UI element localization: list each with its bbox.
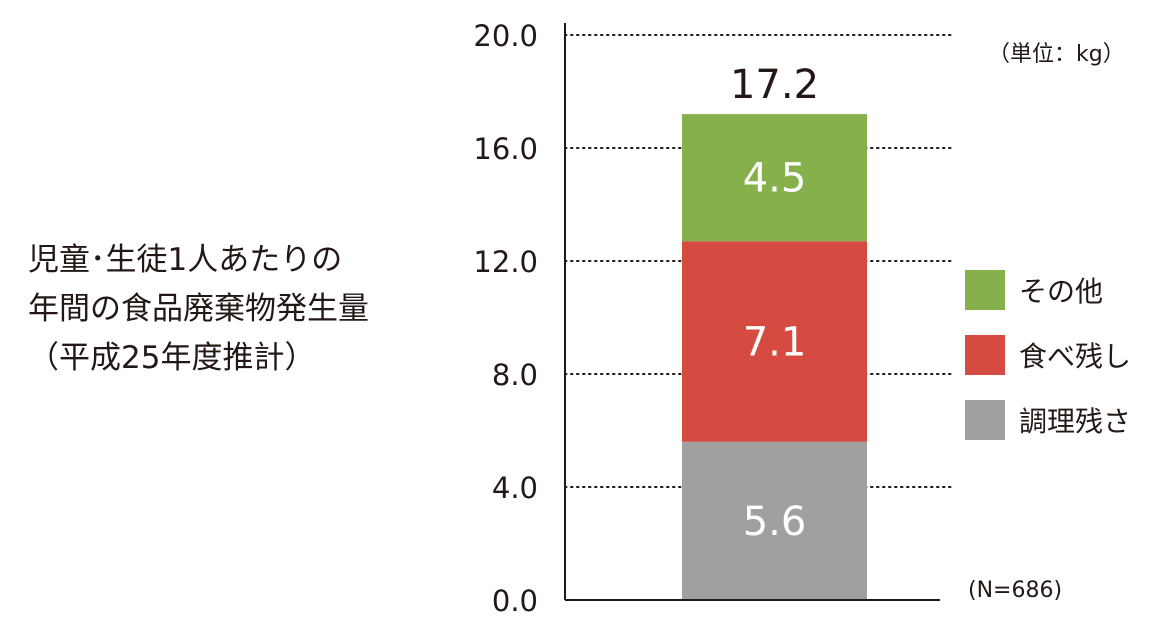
- legend-swatch: [965, 400, 1005, 440]
- legend-item: その他: [965, 270, 1131, 310]
- legend-swatch: [965, 270, 1005, 310]
- y-tick-label: 8.0: [492, 358, 538, 392]
- segment-value-label: 7.1: [743, 320, 807, 366]
- data-labels: 5.6 7.1 4.5 17.2: [730, 62, 819, 545]
- bar-segment: [682, 114, 867, 242]
- unit-note: （単位：kg）: [988, 42, 1125, 67]
- bar-segment: [682, 441, 867, 600]
- segment-value-label: 4.5: [743, 156, 807, 202]
- axes: 0.0 4.0 8.0 12.0 16.0 20.0: [473, 19, 940, 618]
- description-line-1: 児童･生徒1人あたりの: [28, 242, 343, 278]
- chart-description: 児童･生徒1人あたりの 年間の食品廃棄物発生量 （平成25年度推計）: [28, 236, 448, 383]
- legend-label: 食べ残し: [1019, 340, 1132, 373]
- y-tick-label: 4.0: [492, 471, 538, 505]
- y-tick-label: 12.0: [473, 245, 538, 279]
- legend-item: 食べ残し: [965, 335, 1131, 375]
- bar-segment: [682, 241, 867, 442]
- gridlines: [564, 34, 956, 488]
- legend-item: 調理残さ: [965, 400, 1131, 440]
- description-line-3: （平成25年度推計）: [28, 340, 316, 376]
- legend: その他食べ残し調理残さ: [965, 270, 1131, 465]
- sample-size-note: (N=686): [968, 578, 1063, 603]
- legend-label: 調理残さ: [1019, 405, 1132, 438]
- y-tick-label: 16.0: [473, 132, 538, 166]
- segment-value-label: 5.6: [743, 499, 807, 545]
- legend-label: その他: [1019, 275, 1104, 308]
- bar-stack: [682, 114, 867, 600]
- legend-swatch: [965, 335, 1005, 375]
- y-tick-label: 0.0: [492, 584, 538, 618]
- total-value-label: 17.2: [730, 62, 819, 108]
- description-line-2: 年間の食品廃棄物発生量: [28, 291, 369, 327]
- y-tick-label: 20.0: [473, 19, 538, 53]
